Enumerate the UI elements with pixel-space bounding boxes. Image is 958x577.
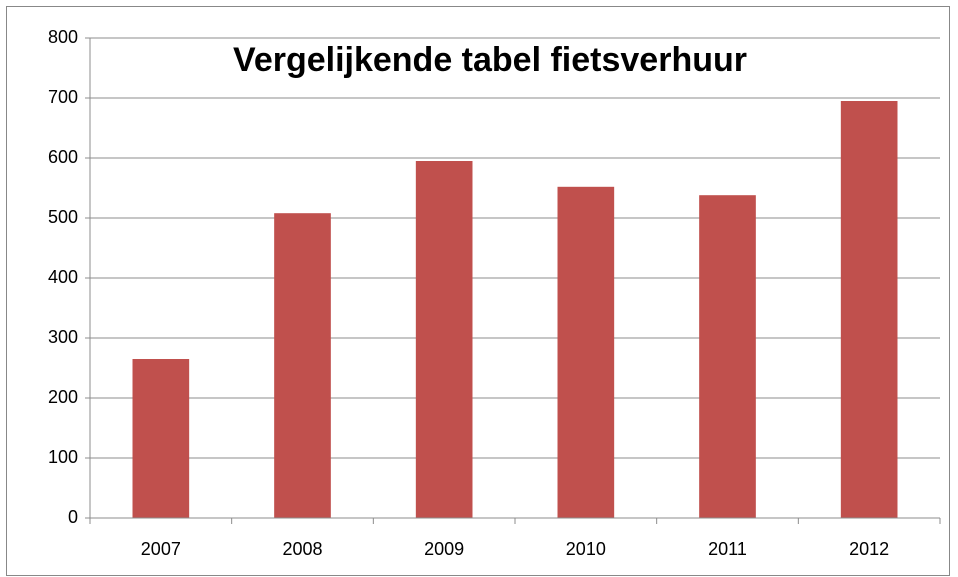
y-tick-label: 200 [48, 387, 78, 407]
bar [415, 161, 473, 518]
x-tick-label: 2008 [282, 539, 322, 559]
y-tick-label: 400 [48, 267, 78, 287]
y-tick-label: 800 [48, 27, 78, 47]
bar [699, 195, 756, 518]
x-tick-label: 2009 [424, 539, 464, 559]
bar [840, 101, 898, 518]
y-tick-label: 100 [48, 447, 78, 467]
y-tick-label: 0 [68, 507, 78, 527]
y-tick-label: 600 [48, 147, 78, 167]
bar [132, 359, 190, 518]
y-tick-label: 500 [48, 207, 78, 227]
y-tick-label: 700 [48, 87, 78, 107]
x-tick-label: 2011 [708, 539, 747, 559]
chart-title: Vergelijkende tabel fietsverhuur [233, 41, 747, 79]
x-tick-label: 2010 [566, 539, 606, 559]
bar [557, 186, 615, 519]
y-tick-label: 300 [48, 327, 78, 347]
bar [274, 213, 331, 518]
x-tick-label: 2012 [849, 539, 889, 559]
x-tick-label: 2007 [141, 539, 181, 559]
